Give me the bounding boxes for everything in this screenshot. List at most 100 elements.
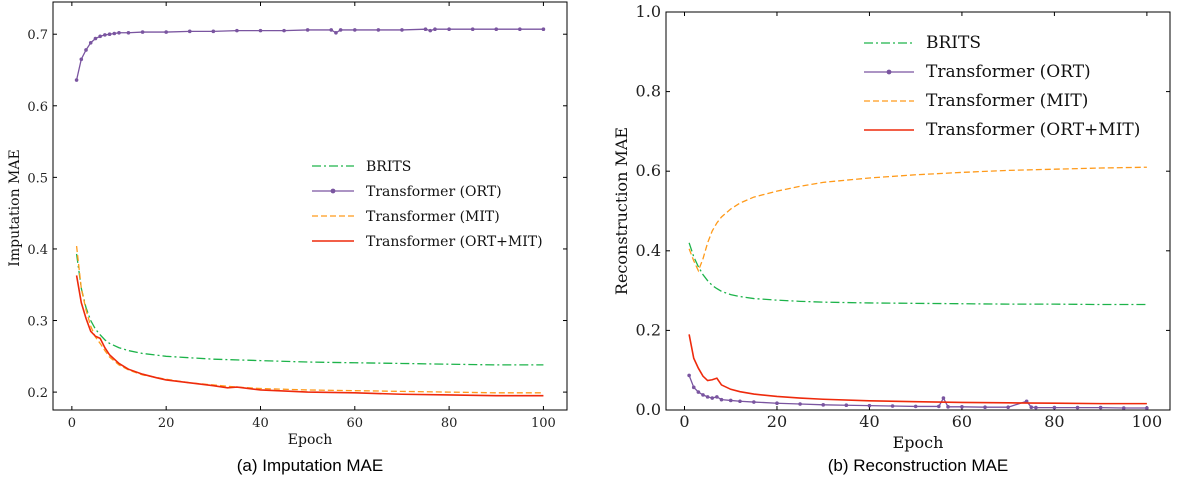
series-point-ort xyxy=(701,393,705,397)
caption: (a) Imputation MAE xyxy=(237,456,383,475)
legend-marker xyxy=(330,188,336,194)
series-line-ortmit xyxy=(688,334,1147,405)
series-line-brits xyxy=(688,242,1147,306)
series-point-ort xyxy=(235,28,239,33)
series-point-ort xyxy=(376,28,381,32)
series-point-ort xyxy=(1121,406,1126,410)
y-tick-label: 0.6 xyxy=(27,100,48,115)
series-point-ort xyxy=(93,36,98,41)
series-point-ort xyxy=(798,402,802,406)
series-point-ort xyxy=(211,29,216,34)
series-point-ort xyxy=(1075,405,1080,410)
series-point-ort xyxy=(88,41,93,45)
series-point-ort xyxy=(705,395,710,399)
series-point-ort xyxy=(691,385,696,390)
series-point-ort xyxy=(1052,405,1057,410)
series-line-mit xyxy=(75,246,544,394)
panel-imputation-mae: 0 20 40 60 80 100 0.2 0.3 0.4 0.5 0.6 0.7 Epoch Im… xyxy=(7,1,568,475)
y-tick-label: 0.5 xyxy=(27,171,48,186)
y-tick-label: 0.7 xyxy=(27,28,48,43)
y-tick-label: 0.4 xyxy=(636,241,661,260)
series-point-ort xyxy=(719,397,724,402)
x-tick-label: 60 xyxy=(347,416,364,431)
y-axis-label: Imputation MAE xyxy=(7,149,23,266)
series-point-ort xyxy=(775,401,779,406)
x-tick-label: 80 xyxy=(1044,412,1064,431)
series-point-ort xyxy=(107,32,112,37)
x-axis-label: Epoch xyxy=(288,432,332,448)
series-line-ortmit xyxy=(75,275,544,397)
series-point-ort xyxy=(126,30,131,35)
series-point-ort xyxy=(715,395,719,399)
series-point-ort xyxy=(79,57,84,62)
series-point-ort xyxy=(428,28,433,33)
series-point-ort xyxy=(112,31,117,36)
x-tick-label: 100 xyxy=(1132,412,1163,431)
legend-label-ortmit: Transformer (ORT+MIT) xyxy=(366,234,543,250)
y-axis-label: Reconstruction MAE xyxy=(612,127,631,295)
series-point-ort xyxy=(728,398,733,403)
series-point-ort xyxy=(305,28,310,32)
series-point-ort xyxy=(258,28,263,33)
series-point-ort xyxy=(890,404,895,408)
series-point-ort xyxy=(164,30,168,34)
plot-frame xyxy=(52,1,568,411)
caption: (b) Reconstruction MAE xyxy=(828,456,1008,475)
series-point-ort xyxy=(541,27,546,32)
y-tick-label: 0.2 xyxy=(27,386,48,401)
series-point-ort xyxy=(187,29,192,34)
y-tick-label: 1.0 xyxy=(636,2,661,21)
series-point-ort xyxy=(140,30,145,34)
legend: BRITS Transformer (ORT) Transformer (MIT) T… xyxy=(864,33,1140,140)
legend-label-mit: Transformer (MIT) xyxy=(366,209,500,225)
series-point-ort xyxy=(84,48,88,52)
x-axis-label: Epoch xyxy=(893,433,944,452)
legend: BRITS Transformer (ORT) Transformer (MIT) T… xyxy=(312,159,543,250)
series-point-ort xyxy=(74,78,79,82)
series-point-ort xyxy=(470,27,475,32)
series-point-ort xyxy=(1098,405,1103,410)
series-point-ort xyxy=(937,404,941,409)
series-line-brits xyxy=(75,253,544,366)
legend-label-mit: Transformer (MIT) xyxy=(926,91,1088,111)
series-point-ort xyxy=(1145,406,1149,410)
legend-label-brits: BRITS xyxy=(366,159,411,175)
series-point-ort xyxy=(433,27,437,32)
x-tick-label: 80 xyxy=(441,416,458,431)
series-point-ort xyxy=(518,27,522,32)
x-tick-label: 0 xyxy=(679,412,689,431)
legend-label-ort: Transformer (ORT) xyxy=(926,62,1091,82)
panel-reconstruction-mae: 0 20 40 60 80 100 0.0 0.2 0.4 0.6 0.8 1.0 Epoch Re… xyxy=(612,2,1171,475)
series-line-mit xyxy=(688,166,1147,273)
series-point-ort xyxy=(352,28,357,32)
legend-label-ortmit: Transformer (ORT+MIT) xyxy=(926,120,1140,140)
y-tick-label: 0.4 xyxy=(27,243,48,258)
x-tick-label: 40 xyxy=(252,416,269,431)
series-point-ort xyxy=(821,403,826,407)
series-point-ort xyxy=(941,396,946,400)
series-point-ort xyxy=(103,33,107,37)
x-tick-label: 0 xyxy=(68,416,76,431)
series-point-ort xyxy=(983,405,987,410)
series-point-ort xyxy=(423,27,428,32)
series-point-ort xyxy=(1029,405,1034,410)
y-tick-label: 0.2 xyxy=(636,320,661,339)
series-point-ort xyxy=(338,28,343,32)
y-tick-label: 0.6 xyxy=(636,161,661,180)
x-tick-label: 40 xyxy=(859,412,879,431)
series-point-ort xyxy=(282,28,286,33)
plot-frame xyxy=(665,11,1171,411)
series-point-ort xyxy=(329,28,334,32)
legend-label-brits: BRITS xyxy=(926,33,981,53)
series-line-ort xyxy=(75,28,544,81)
legend-label-ort: Transformer (ORT) xyxy=(366,184,502,200)
x-tick-label: 20 xyxy=(158,416,175,431)
legend-marker xyxy=(886,69,892,75)
series-point-ort xyxy=(752,400,756,404)
series-point-ort xyxy=(946,405,950,409)
x-tick-label: 100 xyxy=(531,416,556,431)
series-point-ort xyxy=(913,404,918,409)
series-point-ort xyxy=(696,390,701,394)
y-tick-label: 0.0 xyxy=(636,400,661,419)
